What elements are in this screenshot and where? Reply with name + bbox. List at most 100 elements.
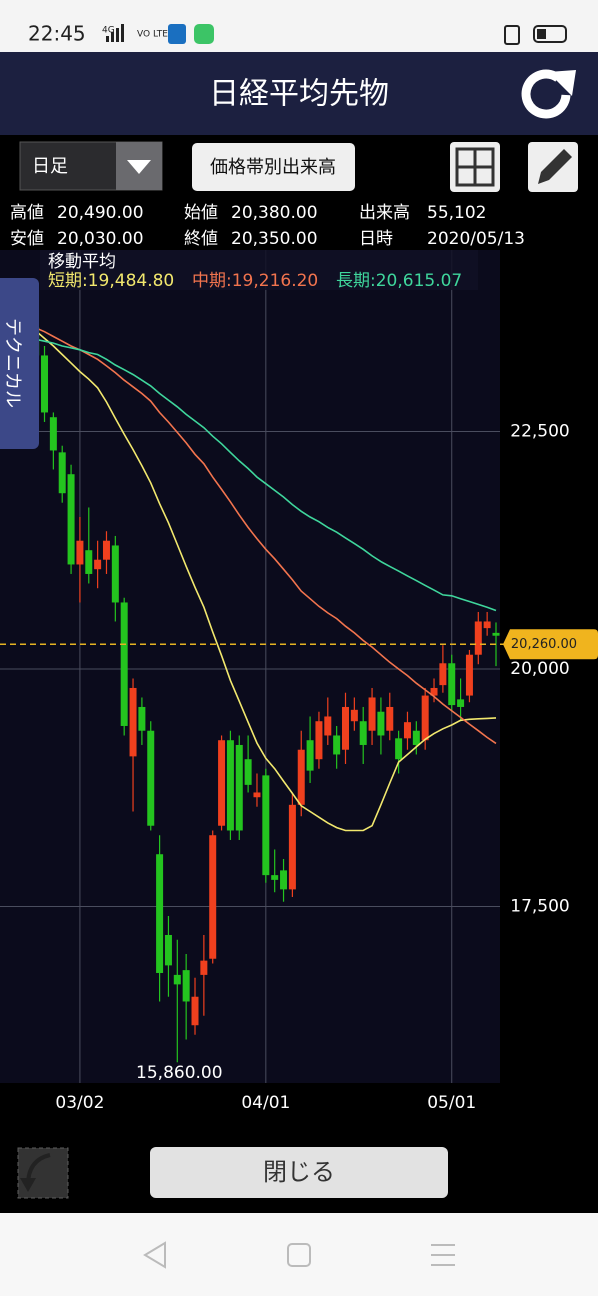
candle-body bbox=[412, 730, 420, 745]
y-tick-label: 20,000 bbox=[510, 659, 569, 679]
candle-body bbox=[288, 804, 296, 890]
candle-body bbox=[377, 711, 385, 736]
current-price-label: 20,260.00 bbox=[511, 637, 577, 652]
info-value: 20,350.00 bbox=[231, 229, 318, 249]
candle-body bbox=[483, 621, 491, 629]
legend-entry: 短期:19,484.80 bbox=[48, 271, 174, 291]
candle-body bbox=[448, 663, 456, 706]
status-bar bbox=[0, 0, 598, 52]
candle-body bbox=[262, 775, 270, 876]
draw-button[interactable] bbox=[528, 142, 578, 192]
candle-body bbox=[58, 452, 66, 494]
info-panel: 高値 20,490.00 始値 20,380.00 出来高 55,102 安値 20,030.… bbox=[10, 203, 525, 249]
candle-body bbox=[226, 740, 234, 831]
volume-button[interactable]: 価格帯別出来高 bbox=[192, 143, 355, 191]
ma-line bbox=[26, 321, 497, 832]
candle-body bbox=[297, 749, 305, 805]
candle-body bbox=[218, 740, 226, 826]
candle-body bbox=[395, 738, 403, 760]
candle-body bbox=[333, 735, 341, 755]
close-button[interactable]: 閉じる bbox=[150, 1147, 448, 1198]
candle-body bbox=[102, 540, 110, 560]
info-label: 出来高 bbox=[359, 203, 410, 223]
candle-body bbox=[138, 706, 146, 731]
layout-button[interactable] bbox=[450, 142, 500, 192]
candle-body bbox=[173, 974, 181, 985]
candle-body bbox=[439, 663, 447, 686]
info-value: 20,380.00 bbox=[231, 203, 318, 223]
y-tick-label: 17,500 bbox=[510, 896, 569, 916]
x-tick-label: 05/01 bbox=[427, 1093, 476, 1113]
candle-body bbox=[147, 730, 155, 826]
technical-tab[interactable]: テクニカル bbox=[0, 278, 39, 449]
candle-body bbox=[129, 687, 137, 757]
current-price-tag bbox=[503, 629, 598, 660]
plot-area bbox=[0, 250, 500, 1083]
candle-body bbox=[324, 716, 332, 736]
refresh-button[interactable] bbox=[521, 69, 576, 119]
candle-body bbox=[342, 706, 350, 750]
button-bg bbox=[192, 143, 355, 191]
ma-line bbox=[26, 322, 497, 745]
app-icon bbox=[194, 24, 214, 44]
candle-body bbox=[315, 721, 323, 760]
candle-body bbox=[253, 792, 261, 798]
candle-body bbox=[430, 687, 438, 696]
axes: 17,500 20,000 22,500 03/02 04/01 05/01 短期:19,4… bbox=[0, 271, 598, 1113]
info-label: 始値 bbox=[184, 203, 218, 223]
candle-body bbox=[280, 870, 288, 890]
candle-body bbox=[120, 602, 128, 726]
candle-body bbox=[457, 699, 465, 707]
period-dropdown[interactable]: 日足 bbox=[19, 141, 163, 191]
low-annotation: 15,860.00 bbox=[136, 1063, 223, 1083]
candle-body bbox=[306, 740, 314, 771]
candle-body bbox=[49, 417, 57, 451]
status-volte: VO LTE bbox=[137, 30, 168, 40]
candle-body bbox=[85, 550, 93, 574]
vibrate-icon bbox=[504, 25, 520, 45]
x-tick-label: 04/01 bbox=[241, 1093, 290, 1113]
y-tick-label: 22,500 bbox=[510, 421, 569, 441]
battery-icon bbox=[533, 25, 567, 43]
candle-body bbox=[191, 996, 199, 1026]
candle-body bbox=[244, 759, 252, 785]
candle-body bbox=[386, 706, 394, 731]
candle-body bbox=[403, 722, 411, 739]
candle-body bbox=[209, 835, 217, 959]
info-label: 終値 bbox=[184, 229, 218, 249]
candle-body bbox=[111, 545, 119, 603]
info-value: 2020/05/13 bbox=[427, 229, 525, 249]
candle-body bbox=[492, 632, 500, 636]
status-network: 4G bbox=[102, 26, 115, 36]
nav-menu[interactable] bbox=[431, 1244, 455, 1266]
candle-body bbox=[474, 621, 482, 655]
nav-back[interactable] bbox=[143, 1241, 166, 1269]
status-time: 22:45 bbox=[28, 22, 86, 46]
candle-body bbox=[271, 875, 279, 880]
period-label: 日足 bbox=[32, 156, 68, 177]
info-value: 20,030.00 bbox=[57, 229, 144, 249]
candle-body bbox=[359, 721, 367, 745]
ma-line bbox=[26, 336, 497, 612]
info-label: 安値 bbox=[10, 229, 44, 249]
candle-body bbox=[421, 695, 429, 741]
candle-body bbox=[235, 744, 243, 831]
back-icon[interactable] bbox=[17, 1147, 69, 1199]
candle-body bbox=[76, 540, 84, 565]
candle-body bbox=[465, 654, 473, 696]
info-label: 高値 bbox=[10, 203, 44, 223]
nav-home[interactable] bbox=[287, 1243, 311, 1267]
dropdown-arrow bbox=[127, 160, 151, 174]
info-label: 日時 bbox=[359, 229, 393, 249]
legend-entry: 中期:19,216.20 bbox=[192, 271, 318, 291]
candle-body bbox=[41, 355, 49, 413]
app-icon bbox=[168, 24, 186, 44]
legend-bg bbox=[40, 250, 478, 290]
nav-bar bbox=[0, 1213, 598, 1296]
signal-icon bbox=[106, 24, 124, 42]
button-label: 価格帯別出来高 bbox=[210, 157, 336, 178]
candle-body bbox=[350, 709, 358, 722]
candle-body bbox=[67, 474, 75, 565]
candle-body bbox=[156, 854, 164, 973]
